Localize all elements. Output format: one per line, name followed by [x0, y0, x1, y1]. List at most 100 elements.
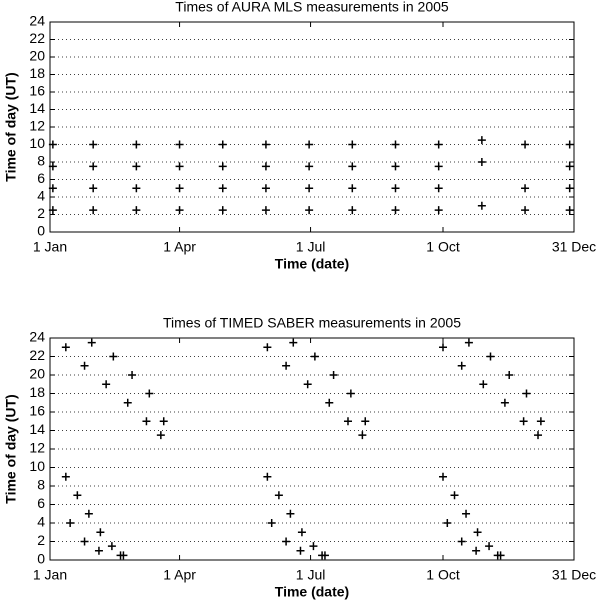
point	[263, 472, 272, 481]
point	[391, 162, 400, 171]
point	[457, 361, 466, 370]
x-axis-label: Time (date)	[275, 584, 349, 600]
point	[84, 509, 93, 518]
y-tick-label: 18	[29, 65, 45, 81]
y-tick-label: 14	[29, 100, 45, 116]
point	[348, 162, 357, 171]
y-tick-label: 14	[29, 421, 45, 437]
point	[521, 206, 530, 215]
point	[61, 343, 70, 352]
point	[80, 537, 89, 546]
point	[486, 352, 495, 361]
y-tick-label: 2	[37, 532, 45, 548]
plot-frame	[49, 21, 575, 233]
point	[261, 206, 270, 215]
point	[522, 389, 531, 398]
point	[218, 140, 227, 149]
x-tick-label: 1 Apr	[163, 239, 196, 255]
point	[175, 162, 184, 171]
point	[464, 338, 473, 347]
point	[443, 519, 452, 527]
x-tick-label: 1 Jul	[296, 567, 326, 583]
x-tick-label: 1 Jan	[33, 239, 67, 255]
point	[128, 371, 137, 379]
point	[107, 542, 116, 551]
point	[175, 206, 184, 215]
point	[477, 201, 486, 210]
point	[361, 417, 370, 426]
point	[565, 184, 574, 193]
x-tick-label: 1 Apr	[163, 567, 196, 583]
point	[89, 140, 98, 149]
point	[274, 491, 283, 500]
point	[457, 537, 466, 546]
point	[218, 162, 227, 171]
point	[479, 380, 488, 389]
y-tick-label: 18	[29, 384, 45, 400]
point	[80, 361, 89, 370]
point	[534, 431, 543, 440]
point	[493, 551, 502, 560]
point	[472, 546, 481, 555]
y-tick-label: 4	[37, 514, 45, 530]
point	[391, 140, 400, 149]
point	[102, 380, 111, 389]
point	[66, 519, 75, 527]
point	[305, 184, 314, 193]
point	[89, 206, 98, 215]
point	[282, 361, 291, 370]
y-tick-label: 10	[29, 458, 45, 474]
point	[519, 417, 528, 426]
point	[434, 162, 443, 171]
point	[565, 206, 574, 215]
y-tick-label: 16	[29, 403, 45, 419]
x-tick-label: 1 Oct	[426, 567, 460, 583]
point	[485, 542, 494, 551]
point	[329, 371, 338, 379]
point	[282, 537, 291, 546]
x-tick-label: 31 Dec	[552, 239, 596, 255]
point	[261, 162, 270, 171]
point	[132, 162, 141, 171]
x-tick-label: 1 Jan	[33, 567, 67, 583]
point	[142, 417, 151, 426]
point	[521, 140, 530, 149]
y-tick-label: 20	[29, 366, 45, 382]
point	[434, 184, 443, 193]
y-tick-label: 24	[29, 13, 45, 29]
chart-title: Times of AURA MLS measurements in 2005	[175, 0, 449, 15]
y-tick-label: 24	[29, 329, 45, 345]
y-tick-label: 0	[37, 223, 45, 239]
point	[267, 519, 276, 527]
point	[305, 206, 314, 215]
y-axis-label: Time of day (UT)	[3, 72, 19, 181]
point	[73, 491, 82, 500]
point	[116, 551, 125, 560]
point	[132, 184, 141, 193]
point	[348, 206, 357, 215]
point	[310, 352, 319, 361]
point	[109, 352, 118, 361]
point	[289, 338, 298, 347]
point	[434, 140, 443, 149]
x-axis-label: Time (date)	[275, 256, 349, 272]
y-tick-label: 12	[29, 118, 45, 134]
y-tick-label: 22	[29, 347, 45, 363]
point	[175, 184, 184, 193]
point	[96, 528, 105, 537]
point	[61, 472, 70, 481]
point	[286, 509, 295, 518]
point	[261, 140, 270, 149]
point	[123, 398, 132, 407]
point	[261, 184, 270, 193]
point	[500, 398, 509, 407]
point	[132, 206, 141, 215]
point	[434, 206, 443, 215]
point	[89, 162, 98, 171]
plot-area	[50, 338, 574, 560]
point	[346, 389, 355, 398]
point	[462, 509, 471, 518]
point	[473, 528, 482, 537]
chart-title: Times of TIMED SABER measurements in 200…	[163, 315, 461, 331]
